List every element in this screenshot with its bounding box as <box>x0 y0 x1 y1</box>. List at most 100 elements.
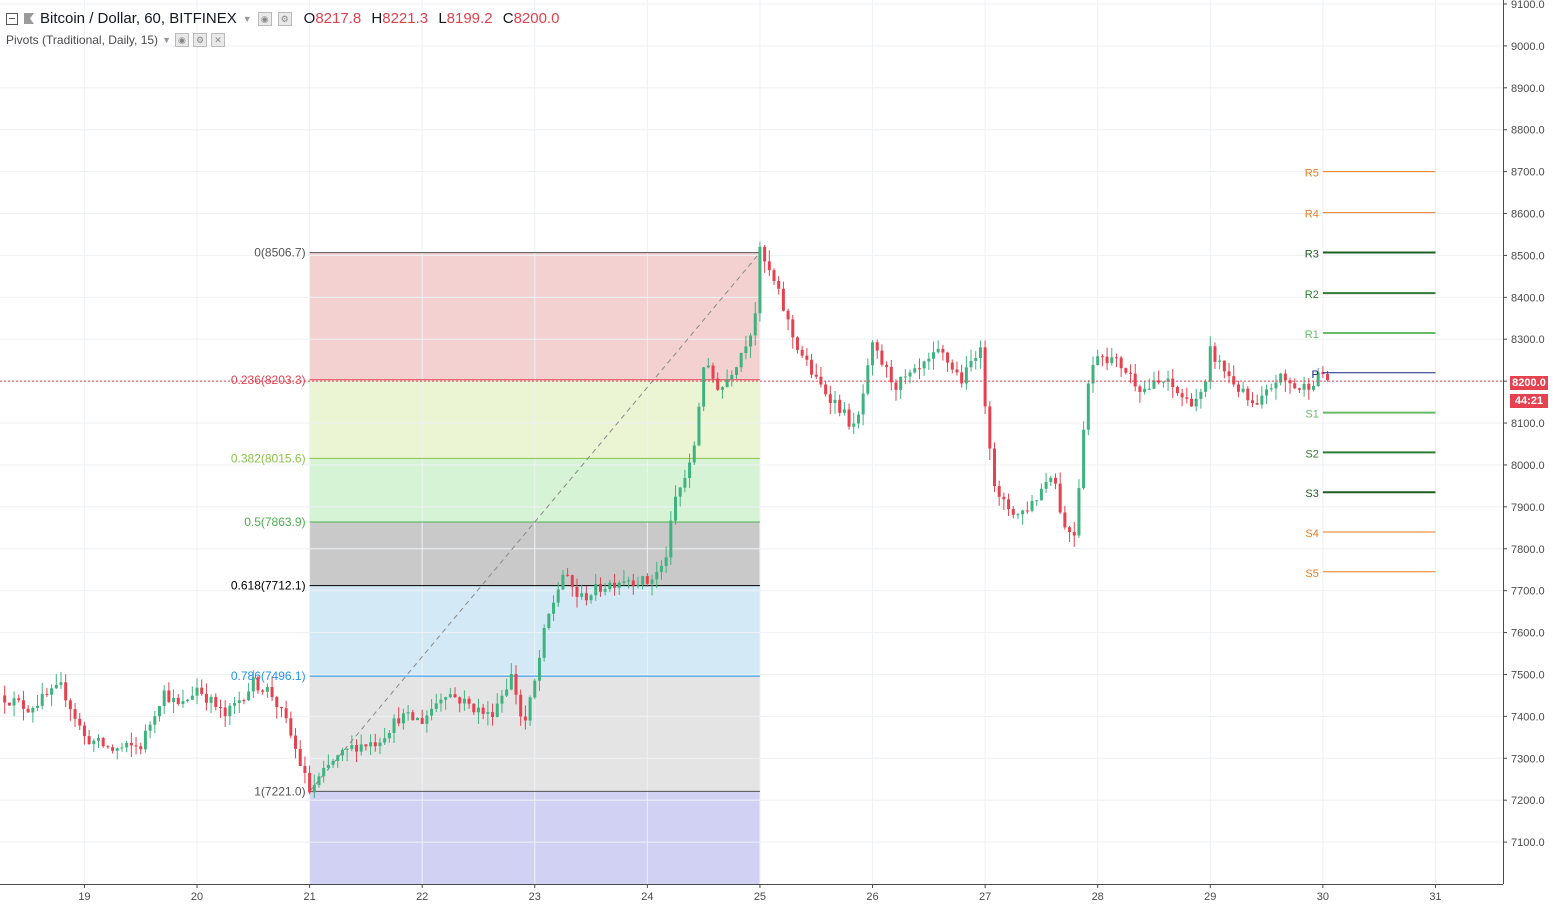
chevron-down-icon[interactable]: ▼ <box>162 35 171 45</box>
candle-body <box>542 628 546 658</box>
time-tick-label: 28 <box>1092 891 1104 903</box>
candle-body <box>772 270 776 282</box>
candle-body <box>1110 357 1114 364</box>
indicator-title[interactable]: Pivots (Traditional, Daily, 15) <box>6 33 159 47</box>
candle-body <box>547 613 551 629</box>
symbol-title[interactable]: Bitcoin / Dollar, 60, BITFINEX <box>40 10 237 27</box>
price-tick-label: 7500.0 <box>1511 669 1545 681</box>
candle-body <box>303 765 307 773</box>
candle-body <box>331 760 335 765</box>
candle-body <box>856 414 860 424</box>
candle-body <box>270 687 274 698</box>
candle-body <box>964 367 968 384</box>
candle-body <box>1302 383 1306 390</box>
price-tick-label: 7200.0 <box>1511 795 1545 807</box>
candle-body <box>1161 381 1165 383</box>
low-value: 8199.2 <box>446 10 493 27</box>
fib-level-label: 0(8506.7) <box>254 246 305 260</box>
candle-body <box>561 574 565 590</box>
gear-icon[interactable]: ⚙ <box>192 33 207 47</box>
candle-body <box>1269 388 1273 390</box>
candle-body <box>1053 477 1057 484</box>
candle-body <box>631 580 635 586</box>
flag-icon[interactable] <box>24 13 34 24</box>
candle-body <box>598 583 602 592</box>
eye-icon[interactable]: ◉ <box>257 11 272 26</box>
candle-body <box>1204 381 1208 392</box>
candle-body <box>430 708 434 716</box>
candle-body <box>106 746 110 748</box>
price-tick-label: 8300.0 <box>1511 334 1545 346</box>
candle-body <box>1194 398 1198 407</box>
candle-body <box>1068 527 1072 532</box>
candle-body <box>153 716 157 725</box>
candle-body <box>552 602 556 614</box>
candle-body <box>824 384 828 395</box>
candle-body <box>1316 372 1320 386</box>
candle-body <box>1265 389 1269 396</box>
candle-body <box>636 584 640 586</box>
candle-body <box>753 313 757 336</box>
candle-body <box>12 698 16 706</box>
candle-body <box>842 409 846 413</box>
candle-body <box>669 520 673 558</box>
candle-body <box>617 582 621 588</box>
candle-body <box>702 367 706 407</box>
fib-level-lines: 0(8506.7) 0.236(8203.3) 0.382(8015.6) 0.5(7… <box>231 246 761 798</box>
candle-body <box>298 748 302 766</box>
candle-body <box>1007 499 1011 510</box>
candle-body <box>172 697 176 703</box>
candle-body <box>1147 388 1151 390</box>
candle-body <box>1082 429 1086 489</box>
collapse-icon[interactable] <box>6 12 18 25</box>
pivot-levels: R5 R4 R3 R2 R1 P S1 S2 S3 S4 S5 <box>0 168 1503 580</box>
candle-body <box>1218 360 1222 362</box>
candle-body <box>786 310 790 320</box>
chevron-down-icon[interactable]: ▼ <box>242 13 252 24</box>
candle-body <box>744 346 748 354</box>
candle-body <box>284 708 288 719</box>
open-key: O <box>303 10 316 27</box>
candle-body <box>157 706 161 717</box>
candle-body <box>603 589 607 592</box>
candle-body <box>486 712 490 714</box>
high-value: 8221.3 <box>382 10 429 27</box>
open-value: 8217.8 <box>315 10 362 27</box>
candle-body <box>336 755 340 761</box>
candle-body <box>1255 403 1259 405</box>
pivot-label: S4 <box>1305 528 1318 540</box>
time-tick-label: 23 <box>529 891 541 903</box>
price-tick-label: 7600.0 <box>1511 628 1545 640</box>
candle-body <box>899 376 903 390</box>
candle-body <box>223 707 227 717</box>
candle-body <box>195 687 199 696</box>
candle-body <box>1002 496 1006 500</box>
candle-body <box>387 732 391 739</box>
candle-body <box>1236 384 1240 392</box>
candle-body <box>946 352 950 363</box>
candle-body <box>139 746 143 750</box>
candle-body <box>1190 398 1194 407</box>
candle-body <box>1185 397 1189 399</box>
candle-body <box>453 694 457 698</box>
candle-body <box>509 674 513 690</box>
candle-body <box>1138 386 1142 392</box>
candle-body <box>641 576 645 585</box>
candle-body <box>1175 387 1179 394</box>
candle-body <box>706 365 710 368</box>
close-icon[interactable]: ✕ <box>210 33 225 47</box>
candle-body <box>1133 373 1137 387</box>
gear-icon[interactable]: ⚙ <box>277 11 292 26</box>
candle-body <box>97 738 101 741</box>
pivot-label: S3 <box>1305 488 1318 500</box>
price-tick-label: 8800.0 <box>1511 125 1545 137</box>
candle-body <box>448 694 452 698</box>
candle-body <box>340 749 344 756</box>
eye-icon[interactable]: ◉ <box>174 33 189 47</box>
price-tick-label: 7300.0 <box>1511 753 1545 765</box>
candle-body <box>472 703 476 713</box>
candle-body <box>1171 378 1175 388</box>
candle-body <box>1058 483 1062 513</box>
